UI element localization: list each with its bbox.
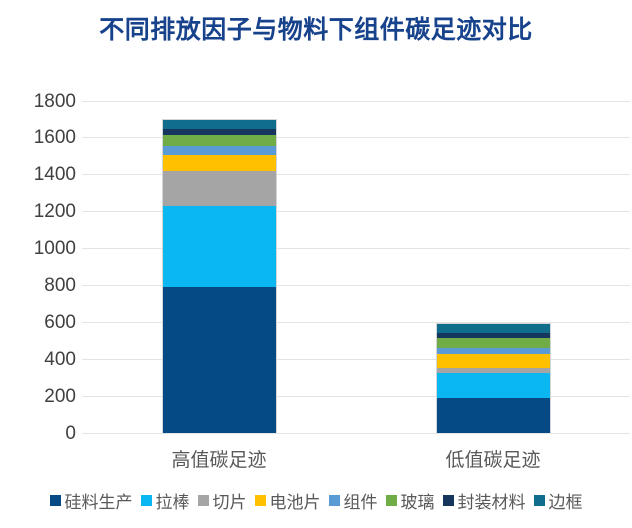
legend-swatch-icon bbox=[197, 495, 209, 506]
plot-area bbox=[82, 100, 630, 434]
bar-segment bbox=[162, 128, 276, 136]
gridline bbox=[82, 211, 630, 213]
legend-item: 玻璃 bbox=[385, 488, 435, 513]
gridline bbox=[82, 284, 630, 286]
gridline bbox=[82, 137, 630, 139]
y-axis-tick-label: 1400 bbox=[33, 164, 76, 186]
bar-segment bbox=[162, 154, 276, 172]
bar-segment bbox=[436, 348, 550, 354]
legend-label: 组件 bbox=[343, 493, 378, 512]
legend-item: 组件 bbox=[328, 488, 378, 513]
y-axis-tick-label: 0 bbox=[65, 422, 76, 444]
legend-swatch-icon bbox=[140, 495, 152, 506]
bar-segment bbox=[436, 397, 550, 433]
y-axis-tick-label: 1200 bbox=[33, 201, 76, 223]
legend-label: 硅料生产 bbox=[64, 493, 133, 512]
legend-label: 电池片 bbox=[269, 493, 321, 512]
chart-title: 不同排放因子与物料下组件碳足迹对比 bbox=[99, 16, 533, 44]
x-axis-category-label: 低值碳足迹 bbox=[445, 450, 541, 471]
bar-segment bbox=[436, 332, 550, 339]
legend-swatch-icon bbox=[385, 495, 397, 506]
gridline bbox=[82, 174, 630, 176]
bar-segment bbox=[162, 146, 276, 155]
gridline bbox=[82, 248, 630, 250]
legend-label: 边框 bbox=[548, 493, 583, 512]
legend-label: 封装材料 bbox=[457, 493, 526, 512]
bar-segment bbox=[436, 373, 550, 398]
gridline bbox=[82, 100, 630, 102]
legend-item: 电池片 bbox=[254, 488, 321, 513]
bar-segment bbox=[436, 323, 550, 333]
gridline bbox=[82, 432, 630, 434]
y-axis-tick-label: 600 bbox=[44, 311, 76, 333]
stacked-bar-high bbox=[161, 118, 277, 433]
stacked-bar-low bbox=[435, 322, 551, 433]
legend: 硅料生产 拉棒 切片 电池片 组件 玻璃 封装材料 边框 bbox=[0, 488, 632, 513]
legend-label: 拉棒 bbox=[155, 493, 190, 512]
legend-item: 边框 bbox=[533, 488, 583, 513]
legend-item: 拉棒 bbox=[140, 488, 190, 513]
bar-segment bbox=[436, 353, 550, 369]
y-axis-tick-label: 400 bbox=[44, 348, 76, 370]
bar-segment bbox=[436, 338, 550, 349]
x-axis-category-label: 高值碳足迹 bbox=[171, 450, 267, 471]
gridline bbox=[82, 395, 630, 397]
legend-swatch-icon bbox=[49, 495, 61, 506]
bar-segment bbox=[162, 135, 276, 147]
gridline bbox=[82, 321, 630, 323]
y-axis-tick-label: 200 bbox=[44, 385, 76, 407]
bar-segment bbox=[162, 119, 276, 129]
legend-swatch-icon bbox=[328, 495, 340, 506]
legend-item: 切片 bbox=[197, 488, 247, 513]
y-axis-tick-label: 1600 bbox=[33, 127, 76, 149]
legend-item: 硅料生产 bbox=[49, 488, 133, 513]
legend-item: 封装材料 bbox=[442, 488, 526, 513]
legend-swatch-icon bbox=[442, 495, 454, 506]
bar-segment bbox=[436, 368, 550, 374]
legend-swatch-icon bbox=[254, 495, 266, 506]
y-axis-tick-label: 1800 bbox=[33, 90, 76, 112]
bar-segment bbox=[162, 171, 276, 207]
legend-label: 切片 bbox=[212, 493, 247, 512]
gridline bbox=[82, 358, 630, 360]
legend-swatch-icon bbox=[533, 495, 545, 506]
bar-segment bbox=[162, 287, 276, 433]
y-axis-tick-label: 800 bbox=[44, 274, 76, 296]
y-axis-tick-label: 1000 bbox=[33, 238, 76, 260]
bar-segment bbox=[162, 206, 276, 288]
legend-label: 玻璃 bbox=[400, 493, 435, 512]
